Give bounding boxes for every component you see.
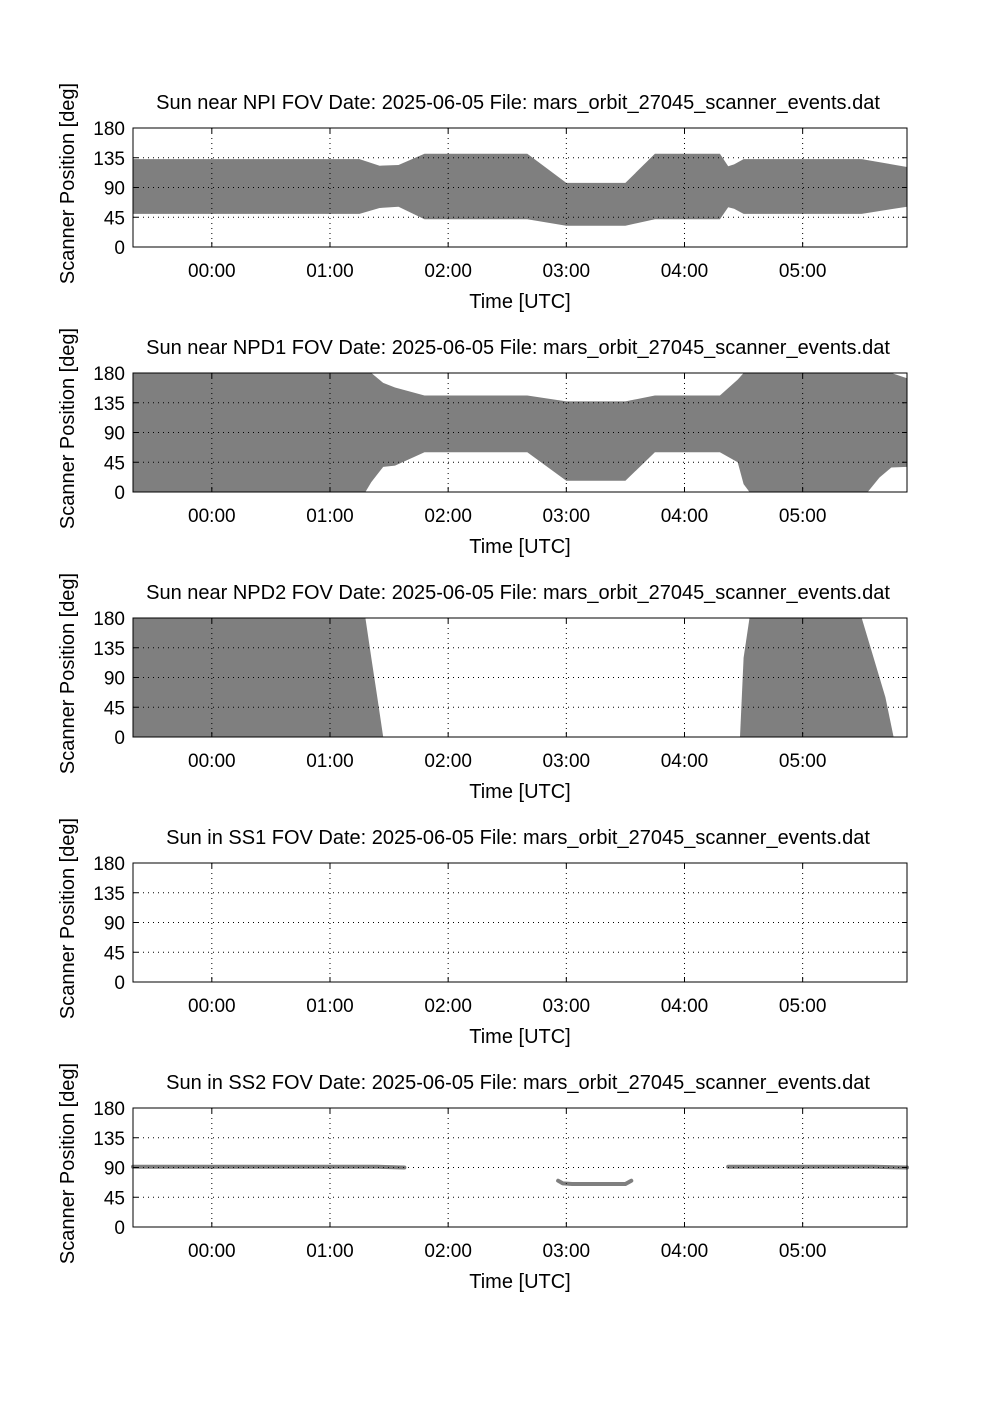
y-tick-label: 45 bbox=[104, 1188, 125, 1209]
x-tick-label: 05:00 bbox=[779, 996, 827, 1017]
x-tick-label: 04:00 bbox=[661, 996, 709, 1017]
y-tick-label: 45 bbox=[104, 208, 125, 229]
x-tick-label: 02:00 bbox=[424, 996, 472, 1017]
y-tick-label: 0 bbox=[114, 973, 125, 994]
x-tick-label: 00:00 bbox=[188, 996, 236, 1017]
y-tick-label: 180 bbox=[93, 609, 125, 630]
x-tick-label: 03:00 bbox=[543, 751, 591, 772]
y-tick-label: 180 bbox=[93, 854, 125, 875]
x-tick-label: 02:00 bbox=[424, 751, 472, 772]
y-tick-label: 135 bbox=[93, 639, 125, 660]
subplot-1: 00:00 01:00 02:00 03:00 04:00 05:00 0 45 90 135 18… bbox=[57, 83, 908, 313]
x-axis-label: Time [UTC] bbox=[469, 1026, 570, 1048]
y-tick-label: 135 bbox=[93, 884, 125, 905]
coverage-line bbox=[726, 1164, 909, 1170]
subplot-3: 00:00 01:00 02:00 03:00 04:00 05:00 0 45 90 135 18… bbox=[57, 573, 908, 803]
x-axis-label: Time [UTC] bbox=[469, 1271, 570, 1293]
y-tick-label: 135 bbox=[93, 1129, 125, 1150]
subplot-4: 00:00 01:00 02:00 03:00 04:00 05:00 0 45 90 135 18… bbox=[57, 818, 908, 1048]
x-axis-label: Time [UTC] bbox=[469, 781, 570, 803]
y-tick-label: 0 bbox=[114, 728, 125, 749]
x-axis-label: Time [UTC] bbox=[469, 536, 570, 558]
chart-title: Sun near NPD2 FOV Date: 2025-06-05 File:… bbox=[146, 582, 890, 604]
y-axis-label: Scanner Position [deg] bbox=[57, 328, 79, 529]
x-tick-label: 05:00 bbox=[779, 751, 827, 772]
coverage-area bbox=[133, 153, 907, 226]
y-axis-label: Scanner Position [deg] bbox=[57, 573, 79, 774]
y-tick-label: 180 bbox=[93, 119, 125, 140]
y-tick-label: 90 bbox=[104, 669, 125, 690]
y-tick-label: 0 bbox=[114, 1218, 125, 1239]
chart-title: Sun near NPD1 FOV Date: 2025-06-05 File:… bbox=[146, 337, 890, 359]
x-tick-label: 04:00 bbox=[661, 1241, 709, 1262]
y-tick-label: 135 bbox=[93, 149, 125, 170]
y-tick-label: 90 bbox=[104, 1159, 125, 1180]
x-tick-label: 01:00 bbox=[306, 261, 354, 282]
x-tick-label: 00:00 bbox=[188, 506, 236, 527]
chart-title: Sun in SS1 FOV Date: 2025-06-05 File: ma… bbox=[166, 827, 870, 849]
y-axis-label: Scanner Position [deg] bbox=[57, 818, 79, 1019]
x-tick-label: 02:00 bbox=[424, 1241, 472, 1262]
x-tick-label: 05:00 bbox=[779, 1241, 827, 1262]
y-tick-label: 0 bbox=[114, 238, 125, 259]
x-tick-label: 01:00 bbox=[306, 1241, 354, 1262]
y-tick-label: 90 bbox=[104, 914, 125, 935]
y-tick-label: 45 bbox=[104, 943, 125, 964]
x-tick-label: 04:00 bbox=[661, 506, 709, 527]
x-tick-label: 00:00 bbox=[188, 751, 236, 772]
x-tick-label: 01:00 bbox=[306, 506, 354, 527]
x-tick-label: 05:00 bbox=[779, 506, 827, 527]
y-tick-label: 180 bbox=[93, 364, 125, 385]
x-tick-label: 04:00 bbox=[661, 751, 709, 772]
y-tick-label: 90 bbox=[104, 424, 125, 445]
chart-title: Sun in SS2 FOV Date: 2025-06-05 File: ma… bbox=[166, 1072, 870, 1094]
coverage-line bbox=[131, 1164, 407, 1170]
y-tick-label: 90 bbox=[104, 179, 125, 200]
x-tick-label: 03:00 bbox=[543, 261, 591, 282]
coverage-line bbox=[556, 1178, 634, 1186]
subplot-2: 00:00 01:00 02:00 03:00 04:00 05:00 0 45 90 135 18… bbox=[57, 328, 908, 558]
x-axis-label: Time [UTC] bbox=[469, 291, 570, 313]
x-tick-label: 01:00 bbox=[306, 996, 354, 1017]
y-tick-label: 45 bbox=[104, 453, 125, 474]
x-tick-label: 00:00 bbox=[188, 1241, 236, 1262]
x-tick-label: 03:00 bbox=[543, 996, 591, 1017]
x-tick-label: 03:00 bbox=[543, 1241, 591, 1262]
subplot-5: 00:00 01:00 02:00 03:00 04:00 05:00 0 45 90 135 18… bbox=[57, 1063, 909, 1293]
y-axis-label: Scanner Position [deg] bbox=[57, 83, 79, 284]
x-tick-label: 02:00 bbox=[424, 261, 472, 282]
y-tick-label: 180 bbox=[93, 1099, 125, 1120]
x-tick-label: 03:00 bbox=[543, 506, 591, 527]
y-tick-label: 0 bbox=[114, 483, 125, 504]
y-axis-label: Scanner Position [deg] bbox=[57, 1063, 79, 1264]
x-tick-label: 00:00 bbox=[188, 261, 236, 282]
y-tick-label: 135 bbox=[93, 394, 125, 415]
chart-title: Sun near NPI FOV Date: 2025-06-05 File: … bbox=[156, 92, 880, 114]
x-tick-label: 05:00 bbox=[779, 261, 827, 282]
y-tick-label: 45 bbox=[104, 698, 125, 719]
x-tick-label: 01:00 bbox=[306, 751, 354, 772]
x-tick-label: 04:00 bbox=[661, 261, 709, 282]
x-tick-label: 02:00 bbox=[424, 506, 472, 527]
